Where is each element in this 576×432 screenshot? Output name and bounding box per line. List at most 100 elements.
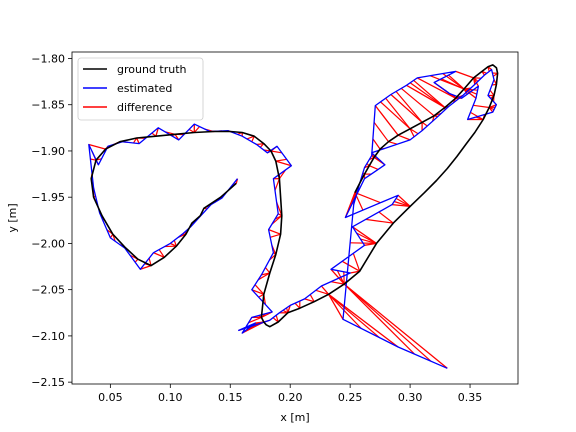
difference-segment bbox=[275, 160, 292, 167]
difference-segment bbox=[372, 138, 381, 150]
difference-segment bbox=[354, 192, 381, 204]
x-tick-label: 0.20 bbox=[278, 391, 303, 404]
ground-truth-series bbox=[90, 64, 499, 328]
difference-segment bbox=[385, 97, 411, 130]
difference-segment bbox=[343, 283, 432, 362]
difference-segment bbox=[153, 252, 165, 258]
difference-segment bbox=[282, 309, 289, 314]
difference-segment bbox=[373, 121, 389, 143]
difference-segment bbox=[455, 70, 474, 79]
legend-label-ground-truth: ground truth bbox=[117, 63, 187, 76]
difference-segment bbox=[330, 281, 345, 285]
y-tick-label: −1.85 bbox=[31, 99, 65, 112]
difference-segment bbox=[258, 293, 265, 298]
y-axis-ticks: −1.80 −1.85 −1.90 −1.95 −2.00 −2.05 −2.10 −2.15 bbox=[31, 52, 72, 389]
ground-truth-line bbox=[90, 64, 499, 328]
difference-segment bbox=[193, 126, 200, 133]
difference-segment bbox=[148, 258, 152, 266]
difference-segment bbox=[352, 226, 377, 244]
difference-segment bbox=[397, 134, 411, 141]
difference-segment bbox=[409, 128, 415, 138]
difference-segment bbox=[173, 240, 177, 247]
difference-segment bbox=[352, 253, 361, 272]
difference-segment bbox=[343, 283, 448, 369]
difference-segment bbox=[136, 137, 140, 144]
difference-segment bbox=[248, 316, 262, 324]
legend-label-estimated: estimated bbox=[117, 82, 172, 95]
difference-segment bbox=[330, 268, 345, 285]
difference-segment bbox=[256, 142, 264, 146]
difference-segment bbox=[393, 200, 411, 207]
legend-label-difference: difference bbox=[117, 101, 172, 114]
x-axis-label: x [m] bbox=[280, 411, 309, 424]
x-axis-ticks: 0.05 0.10 0.15 0.20 0.25 0.30 0.35 bbox=[98, 384, 482, 404]
difference-segment bbox=[274, 178, 280, 191]
x-tick-label: 0.10 bbox=[158, 391, 183, 404]
difference-segment bbox=[251, 135, 255, 142]
difference-segment bbox=[429, 75, 465, 90]
difference-segment bbox=[328, 293, 381, 339]
difference-segment bbox=[390, 94, 423, 123]
difference-segment bbox=[470, 111, 484, 121]
difference-segment bbox=[140, 264, 152, 270]
difference-segment bbox=[341, 260, 360, 272]
difference-segment bbox=[328, 293, 362, 329]
difference-segment bbox=[374, 105, 399, 136]
difference-segment bbox=[294, 302, 301, 309]
difference-segment bbox=[270, 233, 281, 238]
difference-segment bbox=[356, 232, 377, 244]
difference-segment bbox=[88, 143, 106, 150]
difference-segment bbox=[365, 218, 394, 224]
difference-segment bbox=[287, 305, 291, 314]
difference-segment bbox=[421, 121, 428, 127]
y-tick-label: −2.15 bbox=[31, 376, 65, 389]
difference-segment bbox=[409, 128, 419, 135]
legend-box bbox=[77, 57, 204, 121]
y-tick-label: −2.10 bbox=[31, 330, 65, 343]
difference-segment bbox=[271, 215, 283, 225]
difference-segment bbox=[409, 82, 446, 108]
estimated-line bbox=[88, 68, 498, 369]
y-tick-label: −2.00 bbox=[31, 237, 65, 250]
difference-segment bbox=[397, 194, 411, 207]
difference-segment bbox=[328, 293, 399, 348]
difference-segment bbox=[488, 106, 495, 111]
difference-segment bbox=[489, 89, 495, 96]
difference-segment bbox=[158, 249, 165, 258]
axes-frame bbox=[71, 51, 519, 385]
difference-segment bbox=[395, 91, 423, 123]
difference-segment bbox=[369, 165, 379, 170]
difference-segment bbox=[268, 228, 281, 235]
x-tick-label: 0.25 bbox=[338, 391, 363, 404]
difference-segment bbox=[315, 289, 329, 295]
difference-segment bbox=[473, 77, 479, 87]
difference-segment bbox=[343, 283, 415, 355]
difference-segment bbox=[406, 84, 446, 109]
y-tick-label: −1.95 bbox=[31, 191, 65, 204]
y-tick-label: −2.05 bbox=[31, 284, 65, 297]
difference-segment bbox=[259, 143, 265, 148]
x-tick-label: 0.30 bbox=[398, 391, 423, 404]
difference-segment bbox=[251, 289, 265, 295]
difference-segment bbox=[309, 294, 315, 302]
difference-segment bbox=[275, 315, 279, 323]
y-axis-label: y [m] bbox=[6, 203, 19, 232]
difference-segment bbox=[320, 285, 330, 295]
difference-segment bbox=[463, 88, 468, 95]
x-tick-label: 0.15 bbox=[218, 391, 243, 404]
difference-segment bbox=[395, 197, 411, 207]
estimated-series bbox=[88, 68, 498, 369]
difference-segment bbox=[286, 307, 289, 313]
difference-segment bbox=[272, 317, 279, 323]
difference-segment bbox=[473, 104, 490, 109]
difference-segment bbox=[416, 77, 457, 99]
y-tick-label: −1.80 bbox=[31, 52, 65, 65]
difference-segment bbox=[155, 127, 159, 137]
difference-segment bbox=[90, 158, 97, 161]
difference-segment bbox=[388, 141, 398, 145]
y-tick-label: −1.90 bbox=[31, 145, 65, 158]
difference-segment bbox=[257, 272, 271, 281]
difference-segment bbox=[254, 284, 265, 295]
x-tick-label: 0.05 bbox=[98, 391, 123, 404]
